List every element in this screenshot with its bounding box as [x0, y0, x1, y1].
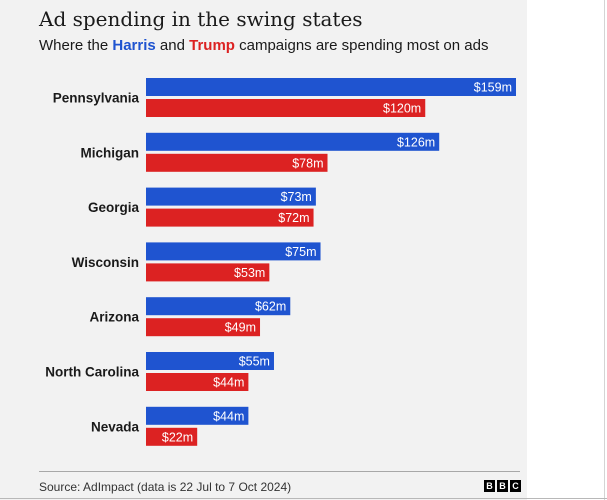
state-group: Georgia $73m $72m [88, 187, 316, 227]
category-label: North Carolina [45, 365, 139, 380]
bar-trump [146, 153, 328, 172]
bar-harris [146, 132, 440, 151]
legend-harris: Harris [112, 37, 156, 54]
data-label-trump: $53m [234, 266, 265, 280]
bbc-logo-letter: C [510, 480, 521, 492]
bar-trump [146, 263, 270, 282]
bar-chart: Pennsylvania $159m $120m Michigan $126m $78m G… [45, 78, 516, 446]
page-edge-bottom [0, 498, 607, 499]
data-label-trump: $49m [225, 321, 256, 335]
category-label: Pennsylvania [53, 91, 140, 106]
bbc-logo-letter: B [484, 480, 495, 492]
bbc-logo: B B C [484, 480, 521, 492]
bar-harris [146, 352, 274, 370]
data-label-trump: $44m [213, 376, 244, 390]
source-note: Source: AdImpact (data is 22 Jul to 7 Oc… [39, 480, 292, 494]
state-group: North Carolina $55m $44m [45, 352, 274, 391]
category-label: Wisconsin [72, 255, 139, 270]
bar-harris [146, 406, 249, 425]
data-label-harris: $44m [213, 409, 244, 423]
state-group: Nevada $44m $22m [91, 406, 249, 446]
bar-harris [146, 78, 516, 96]
legend-trump: Trump [189, 37, 235, 54]
bar-harris [146, 187, 316, 206]
state-group: Pennsylvania $159m $120m [53, 78, 516, 117]
chart-title: Ad spending in the swing states [39, 7, 363, 31]
bar-trump [146, 427, 198, 446]
category-label: Arizona [89, 310, 139, 325]
state-group: Michigan $126m $78m [80, 132, 440, 172]
subtitle-and: and [159, 37, 185, 54]
data-label-trump: $78m [292, 156, 323, 170]
bbc-logo-letter: B [497, 480, 508, 492]
chart-subtitle: Where the Harris and Trump campaigns are… [39, 37, 488, 54]
data-label-harris: $75m [285, 245, 316, 259]
data-label-harris: $126m [397, 135, 435, 149]
state-group: Wisconsin $75m $53m [72, 242, 321, 282]
bar-trump [146, 99, 426, 117]
data-label-harris: $62m [255, 300, 286, 314]
chart-card: Ad spending in the swing states Where th… [0, 0, 527, 500]
subtitle-prefix: Where the [39, 37, 109, 54]
data-label-trump: $72m [278, 211, 309, 225]
data-label-harris: $159m [474, 81, 512, 95]
bar-trump [146, 373, 249, 391]
subtitle-suffix: campaigns are spending most on ads [239, 37, 489, 54]
category-label: Georgia [88, 200, 140, 215]
data-label-trump: $22m [162, 430, 193, 444]
bar-harris [146, 297, 291, 316]
data-label-harris: $73m [281, 190, 312, 204]
bar-trump [146, 208, 314, 227]
data-label-harris: $55m [239, 355, 270, 369]
page-edge-right [604, 0, 605, 500]
data-label-trump: $120m [383, 102, 421, 116]
category-label: Michigan [80, 145, 139, 160]
category-label: Nevada [91, 419, 140, 434]
footer-divider [39, 471, 520, 472]
bar-trump [146, 318, 261, 337]
bar-harris [146, 242, 321, 261]
state-group: Arizona $62m $49m [89, 297, 291, 337]
